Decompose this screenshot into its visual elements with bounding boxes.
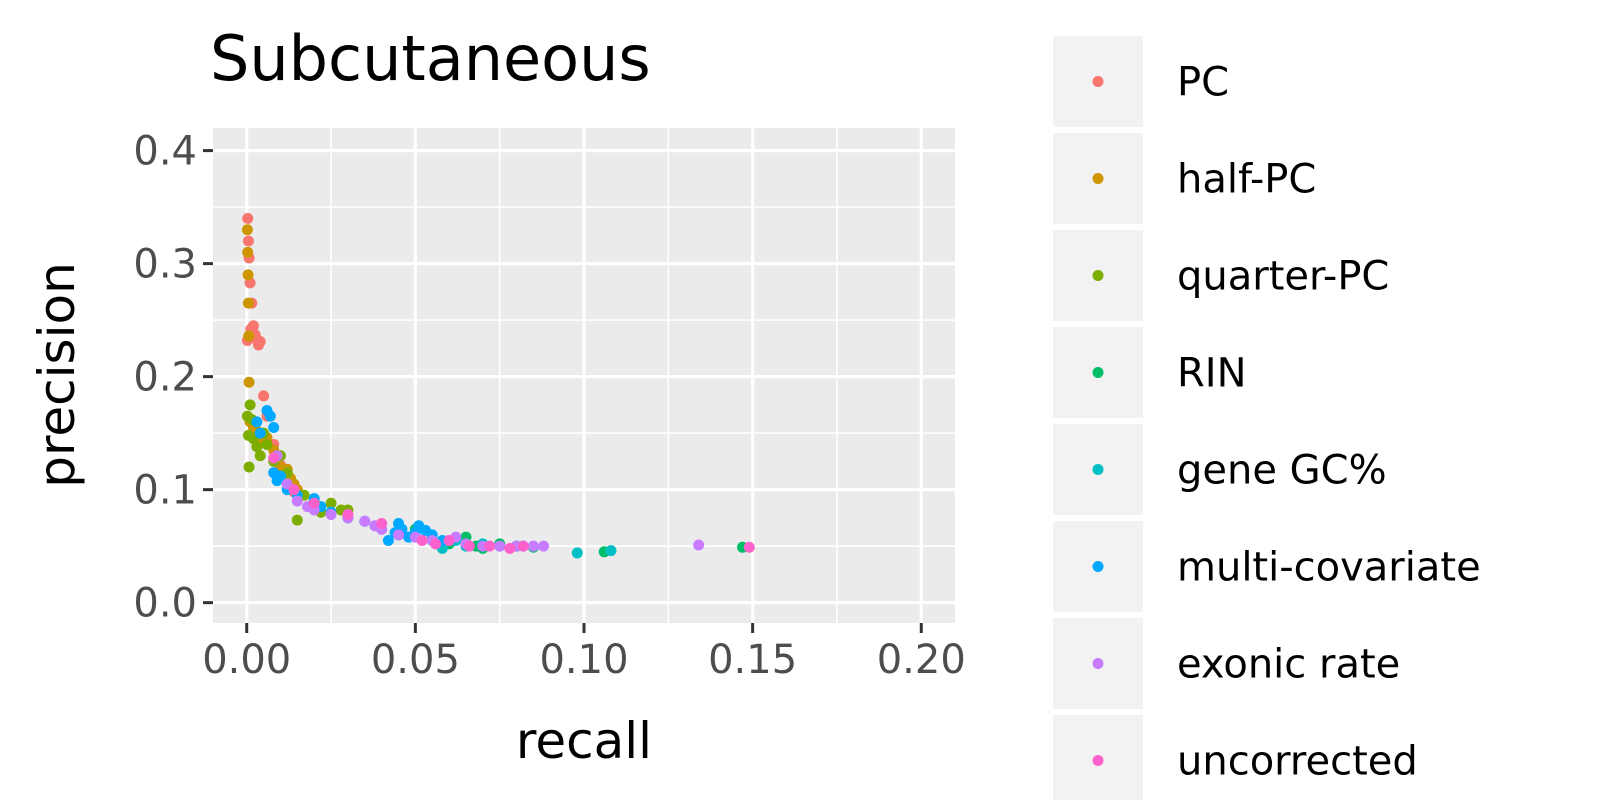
data-point bbox=[605, 545, 617, 557]
legend-swatch bbox=[1092, 561, 1104, 572]
legend-swatch bbox=[1092, 76, 1104, 87]
data-point bbox=[241, 224, 253, 236]
data-point bbox=[268, 421, 280, 433]
y-tick-label: 0.4 bbox=[133, 129, 197, 175]
data-point bbox=[382, 535, 394, 546]
data-point bbox=[264, 410, 276, 422]
data-point bbox=[484, 540, 496, 552]
x-axis-title: recall bbox=[516, 712, 652, 770]
data-point bbox=[342, 509, 354, 521]
data-point bbox=[261, 438, 273, 450]
y-tick-label: 0.2 bbox=[133, 355, 197, 401]
y-tick-label: 0.3 bbox=[133, 242, 197, 288]
data-point bbox=[527, 540, 539, 552]
legend-swatch bbox=[1092, 270, 1104, 281]
data-point bbox=[416, 535, 428, 546]
legend-label: RIN bbox=[1177, 351, 1247, 397]
x-tick-label: 0.00 bbox=[202, 637, 291, 683]
y-tick-label: 0.0 bbox=[133, 581, 197, 627]
data-point bbox=[463, 540, 475, 552]
data-point bbox=[443, 535, 455, 546]
x-tick-label: 0.15 bbox=[708, 637, 797, 683]
data-point bbox=[430, 538, 442, 550]
data-point bbox=[693, 539, 705, 551]
data-point bbox=[325, 497, 337, 509]
x-tick-label: 0.10 bbox=[539, 637, 628, 683]
data-point bbox=[504, 542, 516, 554]
data-point bbox=[242, 235, 254, 247]
data-point bbox=[242, 246, 254, 258]
data-point bbox=[291, 514, 303, 526]
data-point bbox=[325, 509, 337, 521]
data-point bbox=[538, 540, 550, 552]
data-point bbox=[243, 330, 255, 342]
x-tick-label: 0.20 bbox=[877, 637, 966, 683]
plot-panel bbox=[213, 128, 955, 623]
data-point bbox=[291, 495, 303, 507]
data-point bbox=[288, 484, 300, 496]
y-axis-title: precision bbox=[28, 262, 86, 488]
chart-title: Subcutaneous bbox=[210, 22, 651, 95]
legend-swatch bbox=[1092, 464, 1104, 475]
legend-label: half-PC bbox=[1177, 157, 1316, 203]
legend-label: PC bbox=[1177, 60, 1229, 106]
data-point bbox=[242, 297, 254, 309]
data-point bbox=[242, 269, 254, 281]
data-point bbox=[243, 376, 255, 388]
legend: PC half-PC quarter-PC RIN gene GC% multi-cova… bbox=[1053, 36, 1481, 800]
data-point bbox=[254, 450, 266, 462]
data-point bbox=[743, 541, 755, 553]
legend-label: exonic rate bbox=[1177, 642, 1400, 688]
data-point bbox=[268, 452, 280, 464]
data-point bbox=[254, 427, 266, 439]
legend-swatch bbox=[1092, 658, 1104, 669]
data-point bbox=[258, 390, 270, 402]
legend-label: quarter-PC bbox=[1177, 254, 1389, 300]
legend-label: multi-covariate bbox=[1177, 545, 1481, 591]
y-axis: 0.0 0.1 0.2 0.3 0.4 bbox=[133, 129, 213, 627]
data-point bbox=[517, 540, 529, 552]
legend-swatch bbox=[1092, 173, 1104, 184]
data-point bbox=[243, 461, 255, 473]
data-point bbox=[251, 441, 263, 453]
data-points bbox=[241, 212, 755, 559]
data-point bbox=[254, 336, 266, 348]
data-point bbox=[376, 518, 388, 530]
legend-swatch bbox=[1092, 367, 1104, 378]
data-point bbox=[494, 540, 506, 552]
y-tick-label: 0.1 bbox=[133, 468, 197, 514]
x-tick-label: 0.05 bbox=[371, 637, 460, 683]
legend-label: gene GC% bbox=[1177, 448, 1387, 494]
data-point bbox=[571, 547, 583, 559]
data-point bbox=[359, 515, 371, 527]
data-point bbox=[244, 399, 256, 411]
data-point bbox=[251, 416, 263, 428]
x-axis: 0.00 0.05 0.10 0.15 0.20 bbox=[202, 623, 966, 683]
data-point bbox=[274, 470, 286, 482]
data-point bbox=[242, 212, 254, 224]
legend-swatch bbox=[1092, 755, 1104, 766]
legend-label: uncorrected bbox=[1177, 739, 1418, 785]
data-point bbox=[308, 497, 320, 509]
data-point bbox=[393, 529, 404, 541]
